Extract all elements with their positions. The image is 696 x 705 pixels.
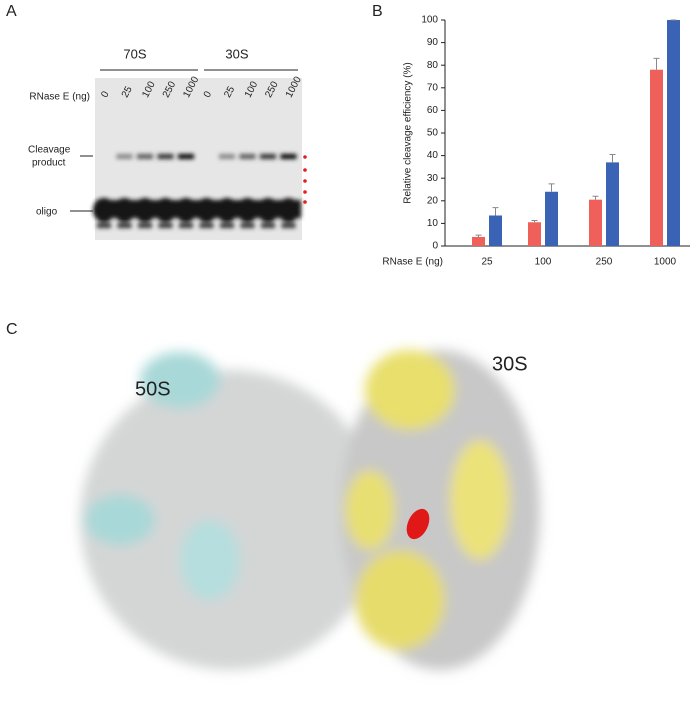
y-tick-label: 80 (427, 60, 439, 71)
group-label: 30S (225, 46, 248, 61)
band (240, 223, 255, 228)
y-tick-label: 30 (427, 173, 439, 184)
band (220, 223, 234, 228)
error-bar (609, 153, 616, 163)
band (116, 154, 133, 159)
y-tick-label: 0 (432, 241, 438, 252)
error-bar (492, 207, 499, 216)
panel-label: A (6, 3, 17, 20)
x-axis-label: RNase E (ng) (382, 257, 443, 268)
lane-label: 25 (120, 84, 135, 99)
x-tick-label: 1000 (654, 257, 677, 268)
error-bar (592, 195, 599, 200)
band (281, 223, 296, 228)
y-axis-label: Relative cleavage efficiency (%) (403, 62, 414, 204)
cleavage-label: Cleavage (28, 145, 71, 156)
band (199, 223, 214, 228)
bar (472, 236, 485, 246)
y-tick-label: 70 (427, 82, 439, 93)
y-tick-label: 40 (427, 150, 439, 161)
structure (80, 350, 540, 670)
band (179, 223, 193, 228)
panel-label: C (6, 321, 18, 338)
x-tick-label: 250 (596, 257, 613, 268)
band (96, 200, 301, 218)
oligo-label: oligo (36, 207, 58, 218)
bar (589, 199, 602, 246)
error-bar (531, 219, 538, 223)
band (137, 154, 153, 159)
band (157, 154, 174, 159)
y-tick-label: 50 (427, 128, 439, 139)
bar (667, 20, 680, 246)
x-tick-label: 25 (481, 257, 493, 268)
lane-label: 0 (99, 89, 112, 99)
subunit-label: 50S (135, 378, 171, 400)
y-tick-label: 100 (421, 15, 438, 26)
gel-bands (93, 154, 301, 228)
x-tick-label: 100 (535, 257, 552, 268)
bar-chart: 0 10 20 30 40 50 60 70 80 90 100 Relative cleavage … (382, 15, 690, 268)
row-label: RNase E (ng) (29, 92, 90, 103)
y-tick-label: 20 (427, 195, 439, 206)
band (239, 154, 256, 159)
lane-label: 25 (222, 84, 237, 99)
cleavage-label: product (32, 158, 66, 169)
panel-label: B (372, 3, 383, 20)
bar (545, 191, 558, 246)
band (178, 154, 194, 159)
band (261, 223, 275, 228)
error-bar (475, 234, 482, 237)
bar (528, 222, 541, 246)
y-tick-label: 60 (427, 105, 439, 116)
subunit-label: 30S (492, 353, 528, 375)
band (158, 223, 173, 228)
bar (606, 162, 619, 246)
band (280, 154, 297, 159)
error-bar (548, 183, 555, 192)
y-tick-label: 10 (427, 218, 439, 229)
band (260, 154, 276, 159)
error-bar (653, 57, 660, 70)
group-label: 70S (123, 46, 146, 61)
bar (489, 215, 502, 246)
y-tick-label: 90 (427, 37, 439, 48)
band (117, 223, 132, 228)
band (97, 223, 111, 228)
band (219, 154, 235, 159)
bar (650, 69, 663, 246)
band (138, 223, 152, 228)
markers (303, 155, 307, 204)
lane-label: 0 (202, 89, 215, 99)
